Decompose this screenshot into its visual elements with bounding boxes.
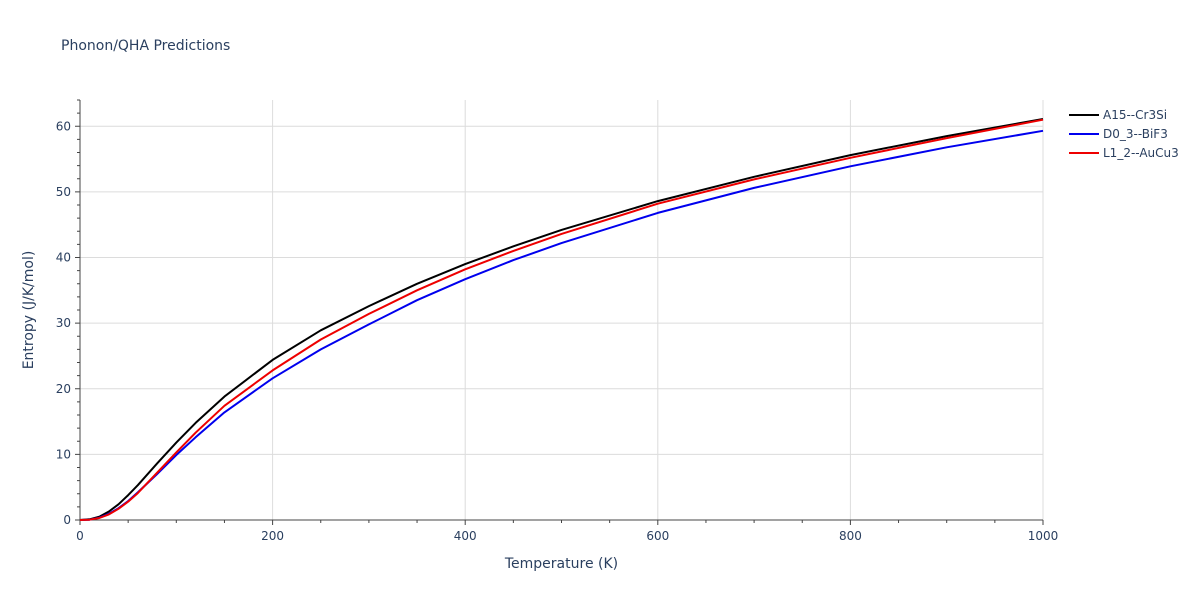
- legend[interactable]: A15--Cr3Si D0_3--BiF3 L1_2--AuCu3: [1069, 108, 1179, 160]
- x-tick-label: 800: [839, 529, 862, 543]
- x-axis-title: Temperature (K): [504, 556, 618, 572]
- x-tick-label: 200: [261, 529, 284, 543]
- y-tick-label: 0: [63, 513, 71, 527]
- y-tick-label: 30: [56, 316, 71, 330]
- y-tick-label: 10: [56, 447, 71, 461]
- x-tick-label: 1000: [1028, 529, 1059, 543]
- x-tick-label: 0: [76, 529, 84, 543]
- x-tick-label: 600: [646, 529, 669, 543]
- legend-label: A15--Cr3Si: [1103, 108, 1167, 122]
- y-tick-label: 40: [56, 251, 71, 265]
- legend-label: D0_3--BiF3: [1103, 127, 1168, 141]
- series-line-0: [79, 118, 1044, 521]
- y-tick-label: 20: [56, 382, 71, 396]
- tick-labels: 0 200 400 600 800 1000 0 10 20 30 40 50 60: [56, 119, 1059, 543]
- legend-item[interactable]: D0_3--BiF3: [1069, 127, 1168, 141]
- series-lines: [79, 118, 1044, 521]
- series-line-1: [79, 129, 1044, 521]
- x-tick-label: 400: [454, 529, 477, 543]
- y-tick-label: 60: [56, 119, 71, 133]
- series-line-2: [79, 118, 1044, 521]
- legend-label: L1_2--AuCu3: [1103, 146, 1179, 160]
- legend-item[interactable]: L1_2--AuCu3: [1069, 146, 1179, 160]
- grid: [80, 100, 1044, 520]
- legend-item[interactable]: A15--Cr3Si: [1069, 108, 1167, 122]
- y-tick-label: 50: [56, 185, 71, 199]
- axes: [75, 99, 1044, 525]
- chart-title: Phonon/QHA Predictions: [61, 38, 230, 54]
- y-axis-title: Entropy (J/K/mol): [21, 251, 37, 370]
